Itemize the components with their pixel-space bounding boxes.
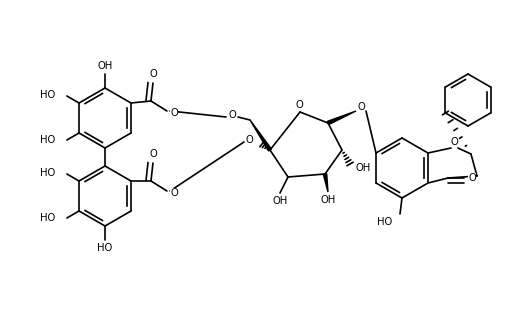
Text: HO: HO [98,243,112,253]
Text: OH: OH [272,196,288,206]
Text: HO: HO [377,217,392,227]
Text: O: O [149,149,157,159]
Text: O: O [228,110,236,120]
Text: OH: OH [356,163,371,173]
Text: HO: HO [40,168,55,178]
Text: O: O [450,137,458,147]
Text: O: O [245,135,253,145]
Text: OH: OH [320,195,336,205]
Text: O: O [295,100,303,110]
Polygon shape [323,174,328,192]
Polygon shape [328,111,356,125]
Text: O: O [468,173,476,183]
Text: HO: HO [40,90,55,100]
Text: O: O [149,69,157,79]
Text: HO: HO [40,213,55,223]
Text: O: O [357,102,365,112]
Text: HO: HO [40,135,55,145]
Polygon shape [250,120,271,151]
Text: O: O [170,108,178,118]
Text: O: O [170,188,178,198]
Text: OH: OH [98,61,112,71]
